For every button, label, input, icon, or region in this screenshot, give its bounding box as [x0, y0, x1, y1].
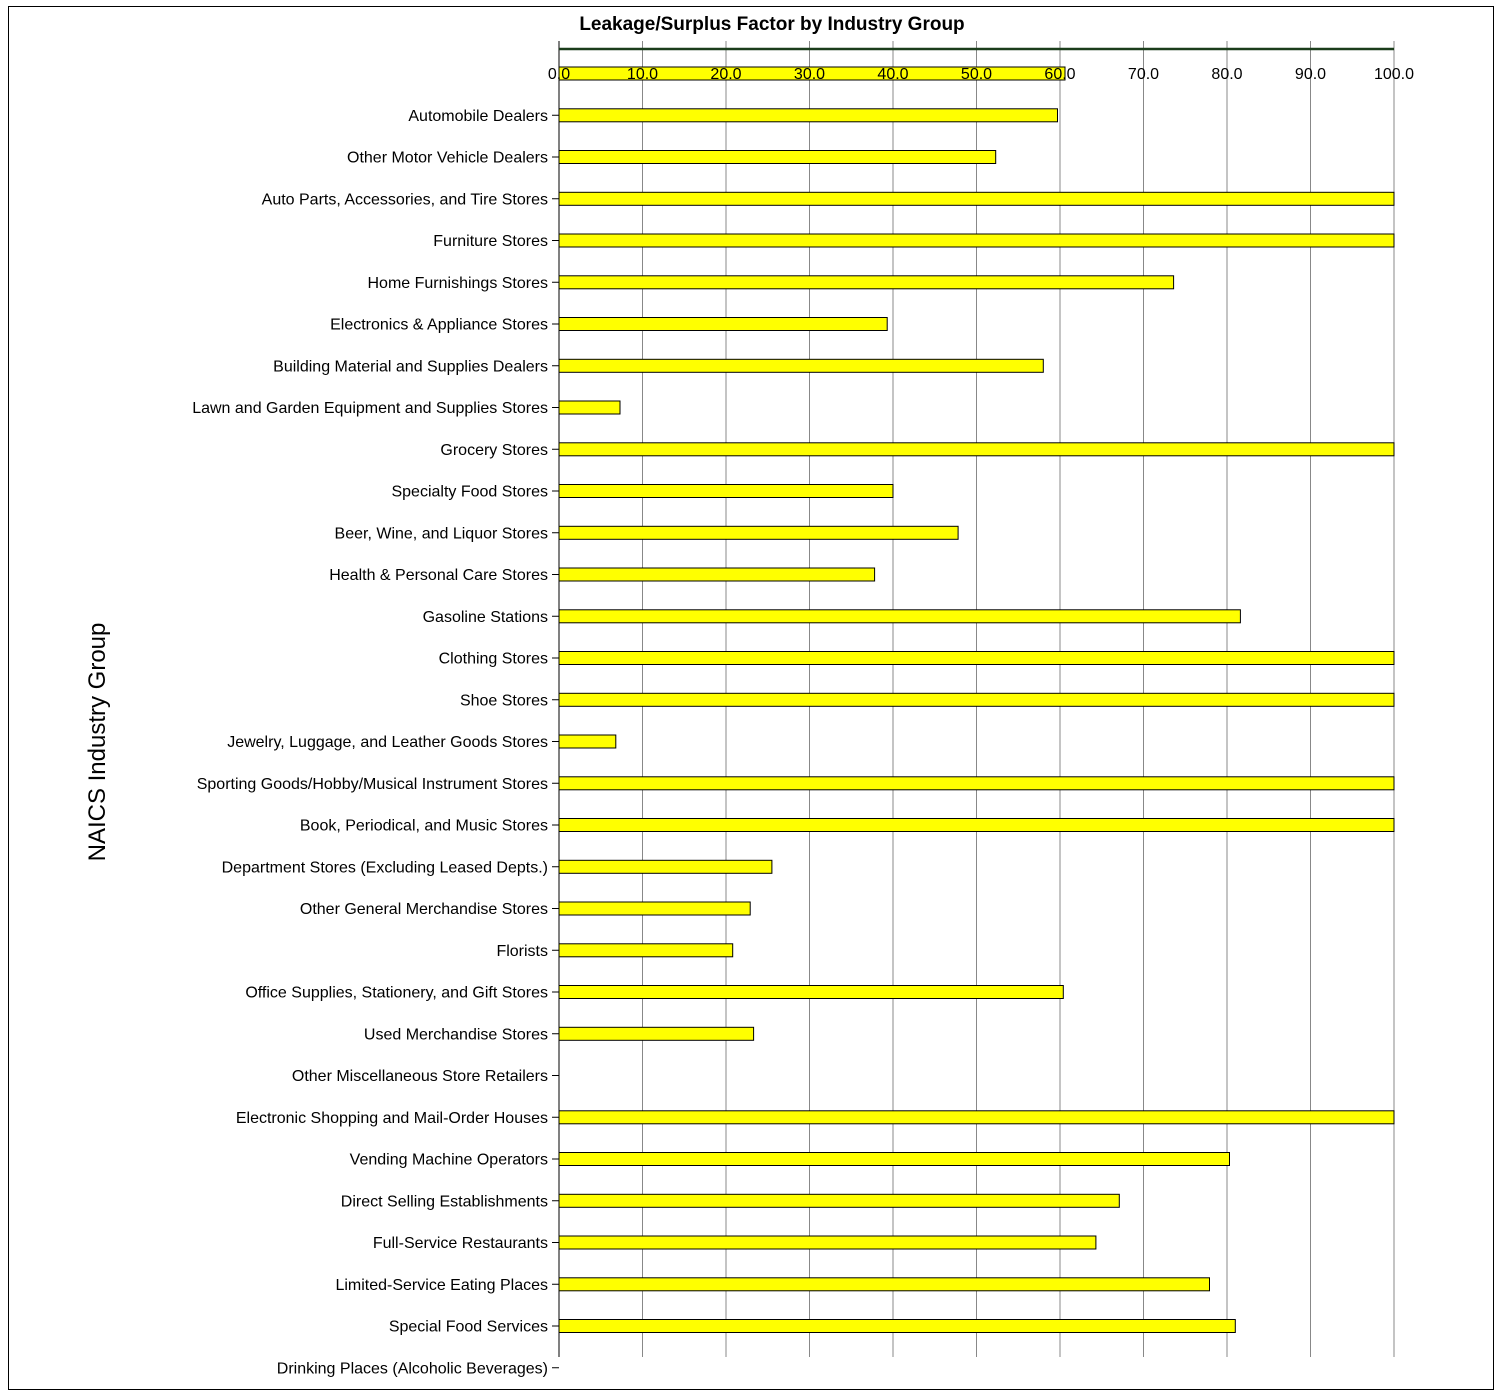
category-label: Shoe Stores [460, 692, 548, 709]
category-label: Furniture Stores [433, 233, 548, 250]
leakage-surplus-bar-chart: Leakage/Surplus Factor by Industry Group… [84, 14, 1414, 1378]
y-axis-label: NAICS Industry Group [84, 623, 111, 862]
bars [558, 66, 1395, 1333]
category-label: Used Merchandise Stores [364, 1026, 548, 1043]
chart-frame: Leakage/Surplus Factor by Industry Group… [8, 6, 1494, 1390]
category-label: Specialty Food Stores [391, 484, 548, 501]
x-tick-label: 100.0 [1374, 66, 1414, 83]
bar [558, 66, 1066, 81]
bar [558, 859, 773, 874]
bar [558, 525, 959, 540]
bar [558, 400, 621, 415]
category-label: Sporting Goods/Hobby/Musical Instrument … [197, 776, 548, 793]
category-label: Office Supplies, Stationery, and Gift St… [245, 985, 548, 1002]
bar [558, 901, 751, 916]
category-label: Limited-Service Eating Places [335, 1277, 548, 1294]
category-label: Florists [496, 943, 548, 960]
x-tick-label: 0.0 [548, 66, 570, 83]
x-tick-label: 60.0 [1044, 66, 1075, 83]
x-tick-label: 50.0 [961, 66, 992, 83]
chart-title: Leakage/Surplus Factor by Industry Group [579, 14, 964, 35]
category-label: Special Food Services [389, 1319, 548, 1336]
category-label: Book, Periodical, and Music Stores [300, 818, 548, 835]
x-tick-label: 10.0 [627, 66, 658, 83]
bar [558, 1193, 1120, 1208]
bar [558, 818, 1395, 832]
x-tick-label: 30.0 [794, 66, 825, 83]
bar [558, 233, 1395, 248]
category-label: Auto Parts, Accessories, and Tire Stores [262, 191, 548, 208]
category-label: Electronic Shopping and Mail-Order House… [236, 1110, 548, 1127]
bar [558, 108, 1058, 123]
bar [558, 692, 1395, 707]
category-label: Electronics & Appliance Stores [330, 317, 548, 334]
bar [558, 734, 617, 749]
category-label: Other Miscellaneous Store Retailers [292, 1068, 548, 1085]
bar [558, 484, 894, 498]
bar [558, 275, 1175, 290]
category-label: Other General Merchandise Stores [300, 901, 548, 918]
x-tick-label: 20.0 [710, 66, 741, 83]
category-label: Home Furnishings Stores [367, 275, 548, 292]
axes [552, 47, 1394, 1369]
bar [558, 1152, 1230, 1166]
category-label: Grocery Stores [440, 442, 548, 459]
category-label: Building Material and Supplies Dealers [273, 358, 548, 375]
category-label: Drinking Places (Alcoholic Beverages) [277, 1360, 548, 1377]
bar [558, 567, 876, 582]
category-label: Department Stores (Excluding Leased Dept… [222, 859, 548, 876]
category-label: Automobile Dealers [408, 108, 548, 125]
x-tick-label: 80.0 [1211, 66, 1242, 83]
bar [558, 358, 1044, 373]
bar [558, 776, 1395, 791]
bar [558, 651, 1395, 665]
category-label: Full-Service Restaurants [373, 1235, 548, 1252]
category-label: Health & Personal Care Stores [329, 567, 548, 584]
category-label: Beer, Wine, and Liquor Stores [335, 525, 548, 542]
bar [558, 1319, 1236, 1333]
bar [558, 609, 1241, 624]
bar [558, 1110, 1395, 1125]
bar [558, 1026, 755, 1041]
bar [558, 317, 888, 331]
category-label: Jewelry, Luggage, and Leather Goods Stor… [227, 734, 548, 751]
category-label: Vending Machine Operators [350, 1152, 548, 1169]
category-label: Lawn and Garden Equipment and Supplies S… [192, 400, 548, 417]
x-tick-label: 40.0 [877, 66, 908, 83]
category-label: Gasoline Stations [423, 609, 548, 626]
bar [558, 150, 997, 164]
bar [558, 1235, 1097, 1250]
bar [558, 191, 1395, 206]
category-label: Direct Selling Establishments [341, 1193, 548, 1210]
category-label: Other Motor Vehicle Dealers [347, 150, 548, 167]
x-tick-label: 90.0 [1295, 66, 1326, 83]
category-labels: Automobile Dealers Other Motor Vehicle De… [192, 108, 548, 1378]
x-tick-labels: 0.0 10.0 20.0 30.0 40.0 50.0 60.0 70.0 80.0 90.0 1… [548, 66, 1414, 83]
bar [558, 943, 734, 958]
category-label: Clothing Stores [439, 651, 548, 668]
x-tick-label: 70.0 [1128, 66, 1159, 83]
bar [558, 1277, 1210, 1292]
bar [558, 985, 1064, 999]
bar [558, 442, 1395, 457]
